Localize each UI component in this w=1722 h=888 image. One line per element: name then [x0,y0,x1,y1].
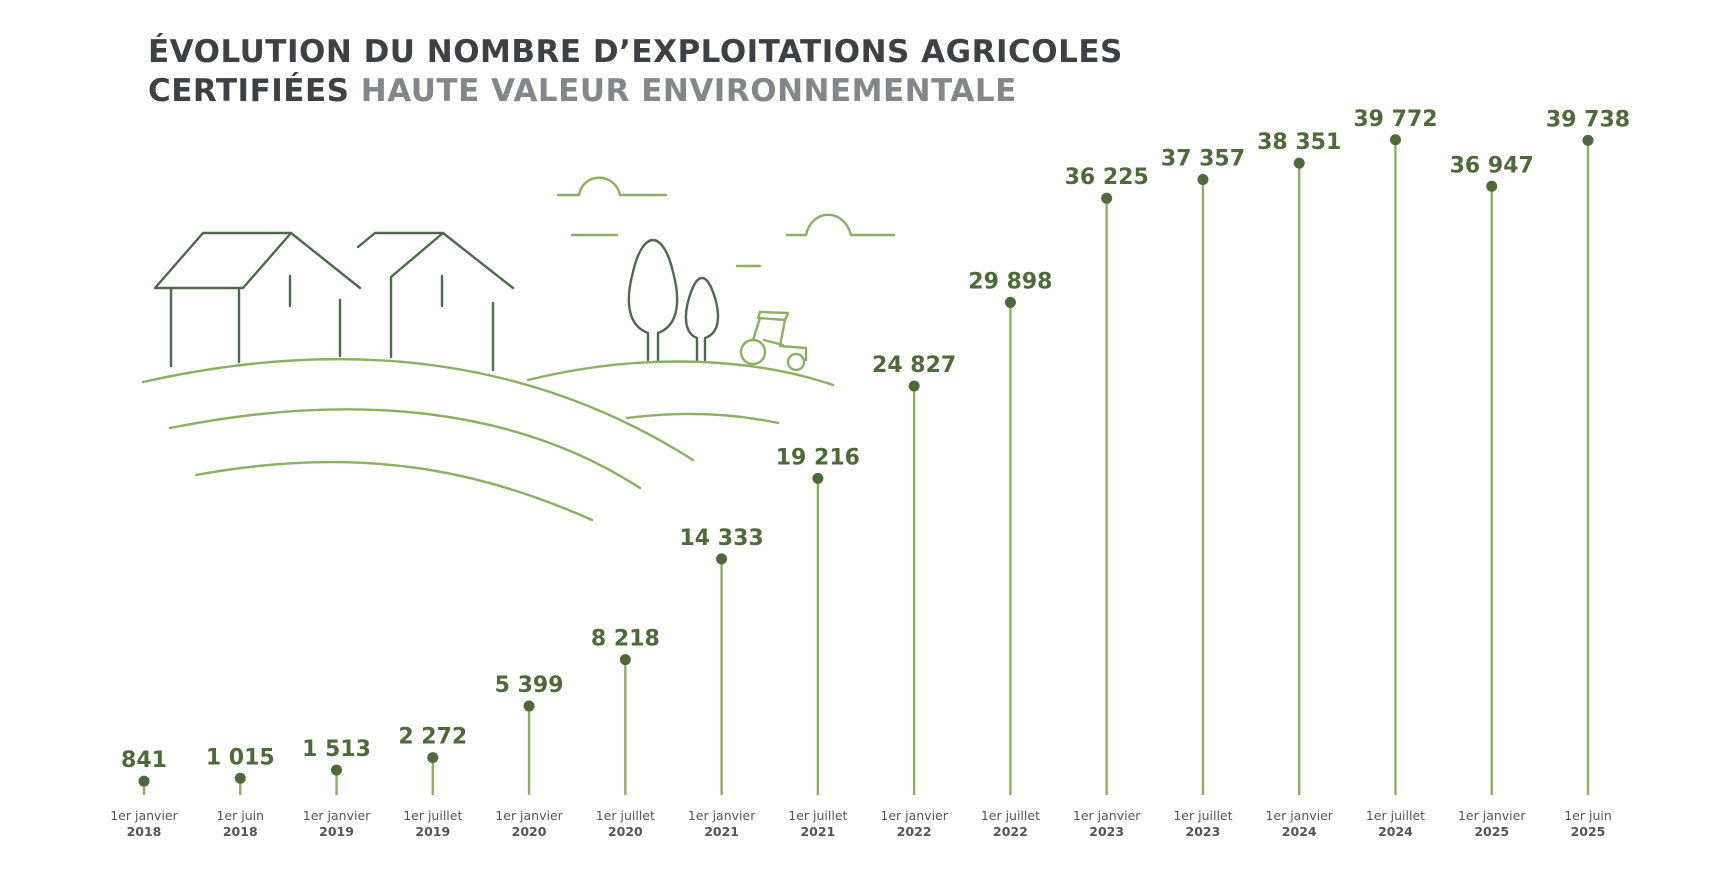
value-label: 29 898 [968,269,1052,294]
x-tick-year: 2023 [1186,824,1221,839]
lollipop-dot [1101,192,1113,204]
value-label: 38 351 [1257,130,1341,155]
x-tick-date: 1er juillet [1366,808,1425,823]
lollipop-dot [331,764,343,776]
trees-illustration [627,238,720,362]
x-tick-date: 1er janvier [1458,808,1526,823]
lollipop-dot [1197,174,1209,186]
value-label: 1 513 [302,737,371,762]
x-tick-date: 1er janvier [880,808,948,823]
x-tick-year: 2018 [223,824,258,839]
lollipop-dot [138,775,150,787]
x-tick-date: 1er juillet [403,808,462,823]
x-tick-year: 2019 [415,824,450,839]
x-tick-year: 2024 [1378,824,1413,839]
lollipop-dot [1389,134,1401,146]
lollipop-dot [619,654,631,666]
lollipop-dot [427,752,439,764]
x-tick-date: 1er janvier [1073,808,1141,823]
x-tick-year: 2020 [512,824,547,839]
chart-title-hve: HAUTE VALEUR ENVIRONNEMENTALE [360,73,1017,109]
value-label: 36 947 [1450,153,1534,178]
lollipop-dot [1486,180,1498,192]
x-tick-date: 1er juillet [1173,808,1232,823]
clouds-illustration [556,176,896,268]
x-tick-date: 1er juin [1564,808,1612,823]
x-tick-year: 2021 [704,824,739,839]
lollipop-dot [1004,296,1016,308]
value-label: 37 357 [1161,147,1245,172]
value-label: 841 [121,748,167,773]
x-tick-year: 2022 [993,824,1028,839]
x-tick-date: 1er juillet [981,808,1040,823]
value-label: 39 738 [1546,107,1630,132]
x-tick-date: 1er janvier [495,808,563,823]
value-label: 5 399 [495,673,564,698]
lollipop-dot [234,772,246,784]
farm-illustration [141,176,896,522]
x-tick-year: 2025 [1571,824,1606,839]
x-tick-year: 2019 [319,824,354,839]
x-tick-year: 2023 [1089,824,1124,839]
x-tick-year: 2025 [1474,824,1509,839]
x-tick-date: 1er janvier [303,808,371,823]
hills-illustration [141,357,835,522]
lollipop-dot [812,472,824,484]
x-tick-year: 2018 [127,824,162,839]
value-label: 14 333 [679,526,763,551]
chart-title-line2: CERTIFIÉES HAUTE VALEUR ENVIRONNEMENTALE [148,73,1017,109]
x-tick-date: 1er juillet [596,808,655,823]
x-tick-year: 2020 [608,824,643,839]
lollipop-dot [716,553,728,565]
barn-right-illustration [356,231,515,372]
barn-left-illustration [153,231,362,368]
value-label: 36 225 [1065,165,1149,190]
x-tick-date: 1er janvier [1265,808,1333,823]
x-tick-date: 1er janvier [110,808,178,823]
lollipop-dot [1293,157,1305,169]
x-tick-date: 1er juin [216,808,264,823]
lollipop-dot [1582,134,1594,146]
chart-title-line1: ÉVOLUTION DU NOMBRE D’EXPLOITATIONS AGRI… [148,34,1123,70]
value-label: 8 218 [591,627,660,652]
value-label: 1 015 [206,745,275,770]
value-label: 19 216 [776,445,860,470]
x-tick-year: 2021 [800,824,835,839]
lollipop-dot [523,700,535,712]
value-label: 2 272 [398,725,467,750]
chart-title-certifiees: CERTIFIÉES [148,73,350,109]
value-label: 39 772 [1353,107,1437,132]
tractor-illustration [739,310,808,372]
lollipop-dot [908,380,920,392]
x-tick-year: 2024 [1282,824,1317,839]
x-tick-date: 1er juillet [788,808,847,823]
x-tick-date: 1er janvier [688,808,756,823]
value-label: 24 827 [872,353,956,378]
x-tick-year: 2022 [897,824,932,839]
